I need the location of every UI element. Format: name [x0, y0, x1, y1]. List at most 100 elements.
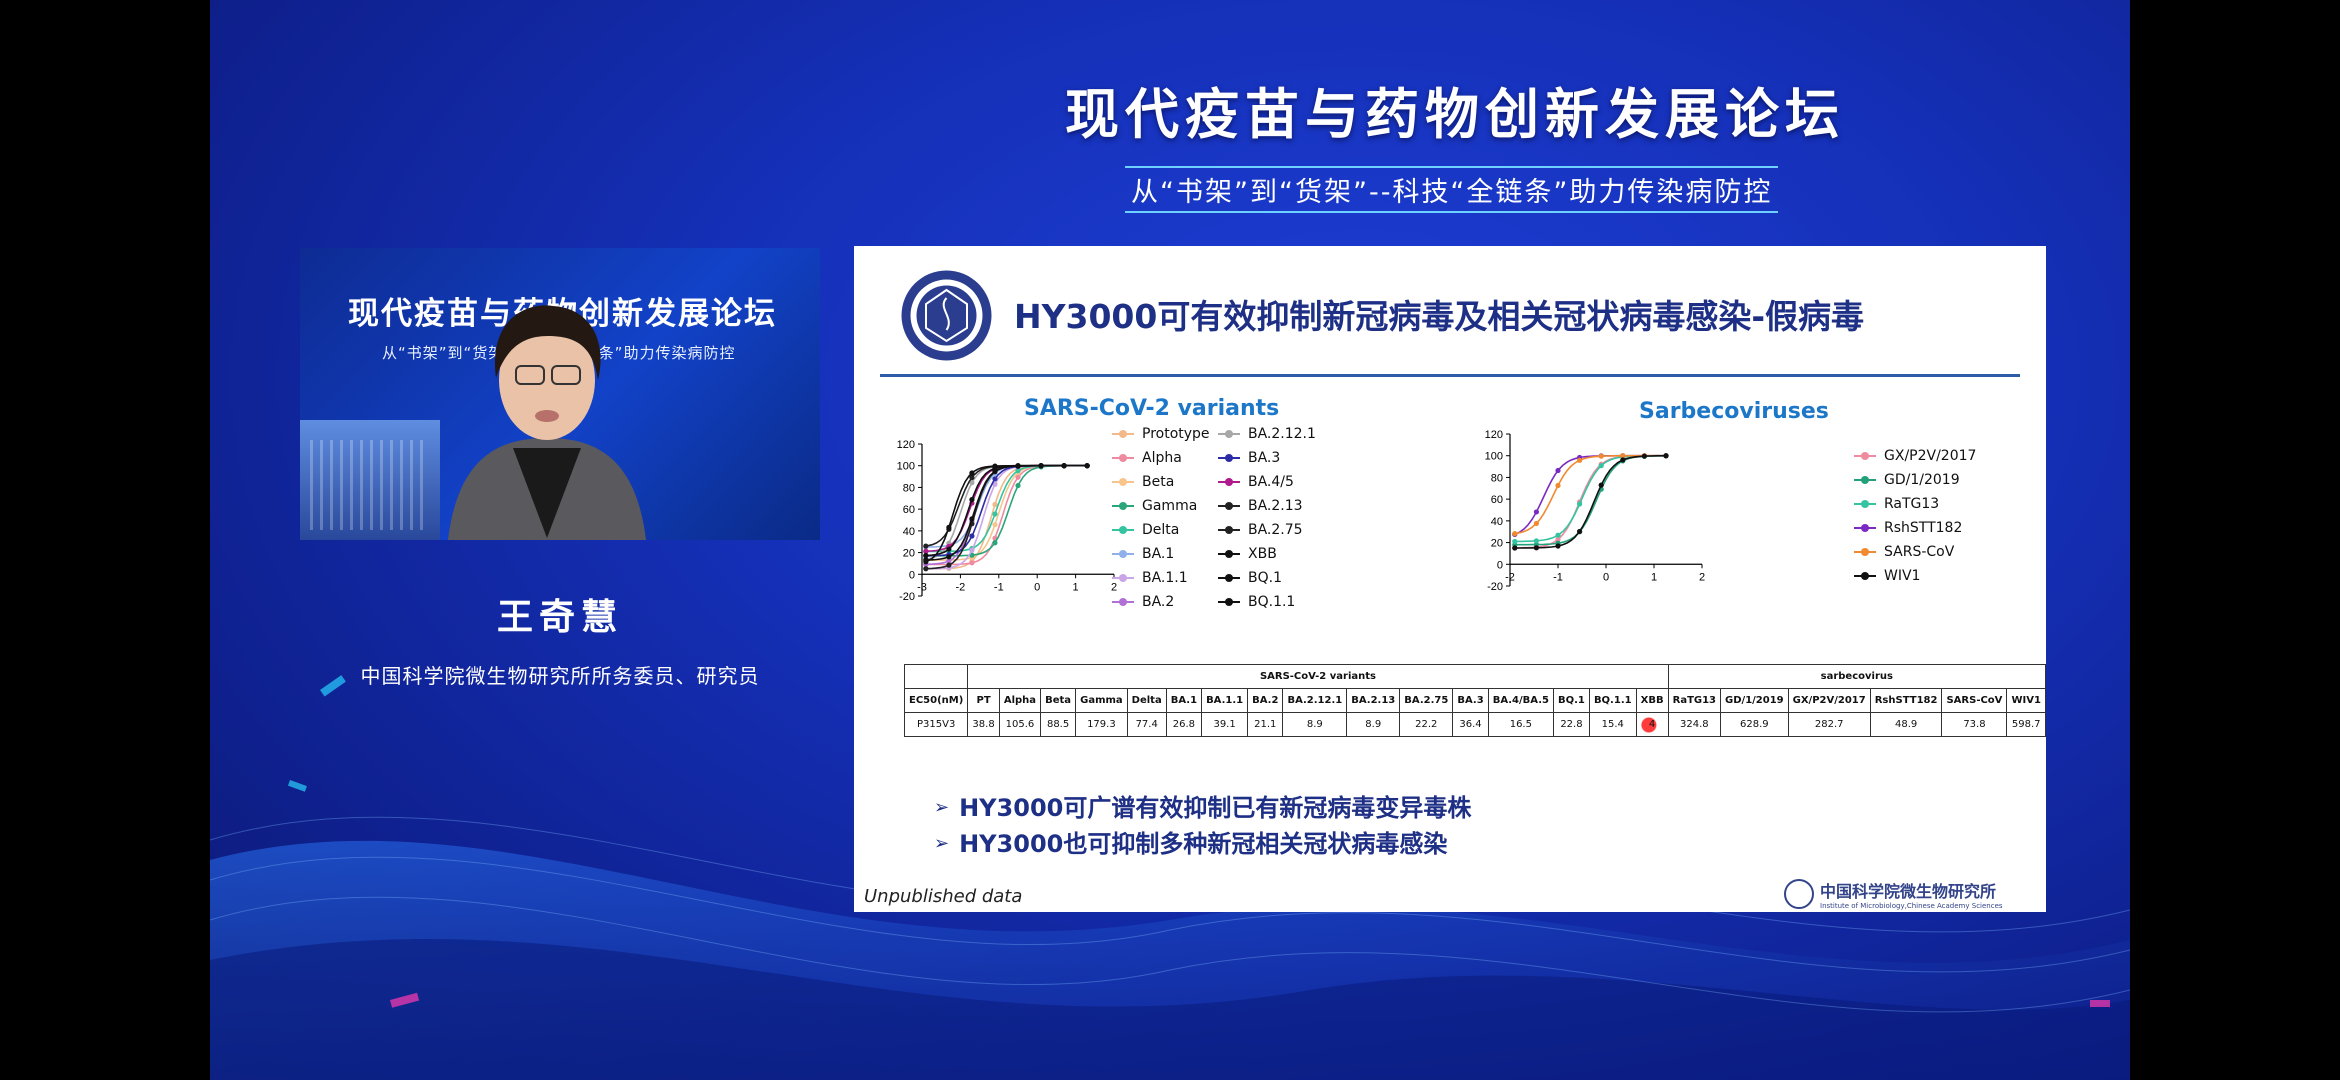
legend-item: GX/P2V/2017: [1854, 444, 1976, 468]
table-header-cell: BA.2: [1247, 688, 1284, 713]
table-header-cell: PT: [967, 688, 1000, 713]
data-point: [1015, 468, 1021, 474]
legend-label: XBB: [1248, 546, 1277, 562]
table-cell: P315V3: [903, 712, 969, 737]
data-point: [1512, 538, 1518, 545]
presenter-video: 现代疫苗与药物创新发展论坛 从“书架”到“货架”--科技“全链条”助力传染病防控: [300, 248, 820, 540]
data-point: [1533, 538, 1539, 544]
data-point: [1641, 453, 1647, 459]
legend-label: BA.2: [1142, 594, 1175, 610]
chart1-legend-right: BA.2.12.1 BA.3 BA.4/5 BA.2.13 BA.2.75 XBB BQ.1…: [1218, 422, 1316, 614]
ec50-table: SARS-CoV-2 variants sarbecovirus EC50(nM) P…: [903, 664, 2046, 737]
legend-item: BA.2.13: [1218, 494, 1316, 518]
data-point: [1555, 467, 1561, 474]
bullet-text: HY3000可广谱有效抑制已有新冠病毒变异毒株: [959, 794, 1472, 822]
table-cell: 38.8: [967, 712, 1000, 737]
series-line-WIV1: [1512, 455, 1669, 549]
x-tick-label: 0: [1034, 581, 1040, 593]
table-cell: 105.6: [998, 712, 1042, 737]
data-point: [1577, 457, 1583, 463]
data-point: [1620, 453, 1626, 459]
x-tick-label: 2: [1699, 571, 1705, 583]
data-point: [969, 480, 975, 486]
chart1-title: SARS-CoV-2 variants: [1024, 396, 1280, 421]
data-point: [1015, 463, 1021, 469]
series-line-GX/P2V/2017: [1512, 454, 1669, 549]
forum-title: 现代疫苗与药物创新发展论坛: [1065, 83, 1845, 146]
table-cell: 8.9: [1282, 712, 1348, 737]
y-tick-label: 20: [903, 548, 915, 560]
legend-marker-icon: [1218, 596, 1240, 608]
legend-item: BA.1: [1112, 542, 1210, 566]
data-point: [1598, 482, 1604, 488]
data-point: [992, 501, 998, 508]
legend-label: BA.4/5: [1248, 474, 1294, 490]
table-cell: 598.7: [2006, 712, 2046, 737]
legend-label: RshSTT182: [1884, 520, 1963, 536]
data-point: [1015, 482, 1021, 489]
data-point: [969, 496, 975, 503]
legend-item: GD/1/2019: [1854, 468, 1976, 492]
presenter-image: [448, 305, 646, 540]
table-group-row: SARS-CoV-2 variants sarbecovirus: [903, 664, 2046, 689]
legend-marker-icon: [1112, 452, 1134, 464]
data-point: [1084, 463, 1090, 469]
legend-marker-icon: [1112, 500, 1134, 512]
data-point: [1598, 463, 1604, 469]
legend-label: BA.3: [1248, 450, 1281, 466]
table-header-cell: SARS-CoV: [1941, 688, 2008, 713]
data-point: [969, 470, 975, 476]
key-findings: ➢ HY3000可广谱有效抑制已有新冠病毒变异毒株 ➢ HY3000也可抑制多种新冠…: [934, 790, 1471, 862]
institute-name-en: Institute of Microbiology,Chinese Academ…: [1820, 902, 2003, 910]
table-cell: 22.8: [1552, 712, 1590, 737]
table-cell: 8.9: [1346, 712, 1401, 737]
table-header-cell: Gamma: [1075, 688, 1128, 713]
legend-label: BA.2.12.1: [1248, 426, 1316, 442]
table-header-cell: BQ.1.1: [1588, 688, 1637, 713]
table-header-cell: Delta: [1126, 688, 1167, 713]
y-tick-label: 20: [1491, 538, 1503, 550]
data-point: [1577, 501, 1583, 507]
data-point: [923, 552, 929, 559]
table-group-header: SARS-CoV-2 variants: [967, 664, 1669, 689]
table-header-cell: BA.3: [1452, 688, 1489, 713]
table-header-cell: BA.2.75: [1399, 688, 1454, 713]
legend-label: Delta: [1142, 522, 1180, 538]
data-point: [992, 465, 998, 471]
legend-marker-icon: [1112, 428, 1134, 440]
legend-marker-icon: [1218, 500, 1240, 512]
y-tick-label: 80: [1491, 472, 1503, 484]
arrow-icon: ➢: [934, 797, 950, 818]
institute-branding: 中国科学院微生物研究所 Institute of Microbiology,Ch…: [1784, 878, 2003, 910]
legend-item: Alpha: [1112, 446, 1210, 470]
legend-item: SARS-CoV: [1854, 540, 1976, 564]
legend-label: BA.2.75: [1248, 522, 1303, 538]
table-header-cell: Alpha: [998, 688, 1042, 713]
table-header-cell: GX/P2V/2017: [1787, 688, 1871, 713]
institute-logo-icon: [901, 270, 992, 361]
table-header-cell: RaTG13: [1667, 688, 1722, 713]
table-header-cell: BA.2.13: [1346, 688, 1401, 713]
legend-label: SARS-CoV: [1884, 544, 1955, 560]
legend-label: Alpha: [1142, 450, 1182, 466]
data-point: [1663, 453, 1669, 459]
table-cell: 48.9: [1869, 712, 1943, 737]
arrow-icon: ➢: [934, 833, 950, 854]
legend-item: Delta: [1112, 518, 1210, 542]
legend-label: BA.1.1: [1142, 570, 1188, 586]
y-tick-label: 120: [1485, 429, 1503, 441]
data-point: [969, 547, 975, 553]
x-tick-label: 2: [1111, 581, 1117, 593]
legend-marker-icon: [1854, 570, 1876, 582]
legend-item: BA.4/5: [1218, 470, 1316, 494]
table-cell: 36.4: [1452, 712, 1489, 737]
data-point: [1598, 453, 1604, 459]
data-point: [1555, 536, 1561, 543]
table-cell: [903, 664, 969, 689]
data-point: [1555, 532, 1561, 538]
table-cell: 15.4: [1588, 712, 1637, 737]
legend-item: BQ.1.1: [1218, 590, 1316, 614]
data-point: [1533, 509, 1539, 515]
legend-label: Gamma: [1142, 498, 1198, 514]
legend-marker-icon: [1218, 428, 1240, 440]
